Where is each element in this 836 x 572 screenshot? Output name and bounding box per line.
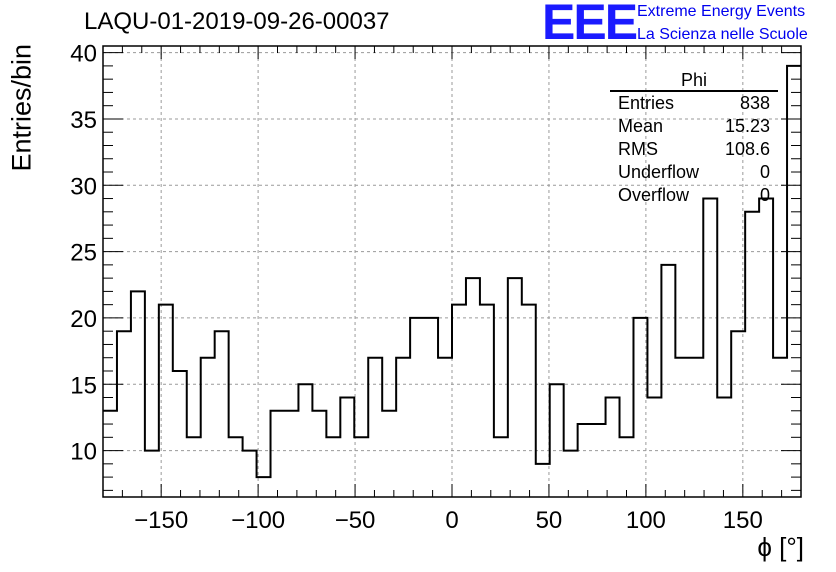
tick-labels: −150 −100 −50 0 50 100 150 10 15 20 25 30 35 40 xyxy=(70,41,763,534)
y-axis-label: Entries/bin xyxy=(6,43,37,172)
logo-line-1: Extreme Energy Events xyxy=(637,3,806,20)
x-tick-label: −100 xyxy=(231,507,285,534)
axis-ticks xyxy=(102,46,802,497)
stats-row-rms: RMS 108.6 xyxy=(610,138,778,161)
y-tick-label: 35 xyxy=(70,107,97,134)
x-tick-label: −150 xyxy=(134,507,188,534)
x-tick-label: 100 xyxy=(626,507,666,534)
stats-label: Entries xyxy=(618,93,675,113)
x-tick-label: 150 xyxy=(723,507,763,534)
y-tick-label: 15 xyxy=(70,372,97,399)
stats-label: Overflow xyxy=(618,185,690,205)
stats-row-overflow: Overflow 0 xyxy=(610,184,778,207)
histogram-outline xyxy=(103,64,801,479)
stats-row-mean: Mean 15.23 xyxy=(610,115,778,138)
stats-label: Underflow xyxy=(618,162,700,182)
stats-row-underflow: Underflow 0 xyxy=(610,161,778,184)
logo-line-2: La Scienza nelle Scuole xyxy=(637,26,808,43)
y-tick-label: 10 xyxy=(70,439,97,466)
eee-logo: EEE xyxy=(542,0,638,50)
stats-value: 15.23 xyxy=(724,116,770,136)
y-tick-label: 30 xyxy=(70,173,97,200)
x-tick-label: 50 xyxy=(536,507,563,534)
stats-value: 108.6 xyxy=(724,139,770,159)
stats-title: Phi xyxy=(610,70,778,92)
x-tick-label: −50 xyxy=(335,507,376,534)
stats-value: 0 xyxy=(759,185,770,205)
stats-row-entries: Entries 838 xyxy=(610,92,778,115)
stats-label: Mean xyxy=(618,116,664,136)
stats-value: 0 xyxy=(759,162,770,182)
y-tick-label: 20 xyxy=(70,306,97,333)
chart-title: LAQU-01-2019-09-26-00037 xyxy=(84,8,390,35)
stats-box: Phi Entries 838 Mean 15.23 RMS 108.6 Und… xyxy=(610,70,778,207)
stats-label: RMS xyxy=(618,139,658,159)
y-tick-label: 40 xyxy=(70,41,97,68)
stats-value: 838 xyxy=(739,93,770,113)
x-tick-label: 0 xyxy=(445,507,458,534)
y-tick-label: 25 xyxy=(70,240,97,267)
x-axis-label: ϕ [°] xyxy=(757,532,804,562)
